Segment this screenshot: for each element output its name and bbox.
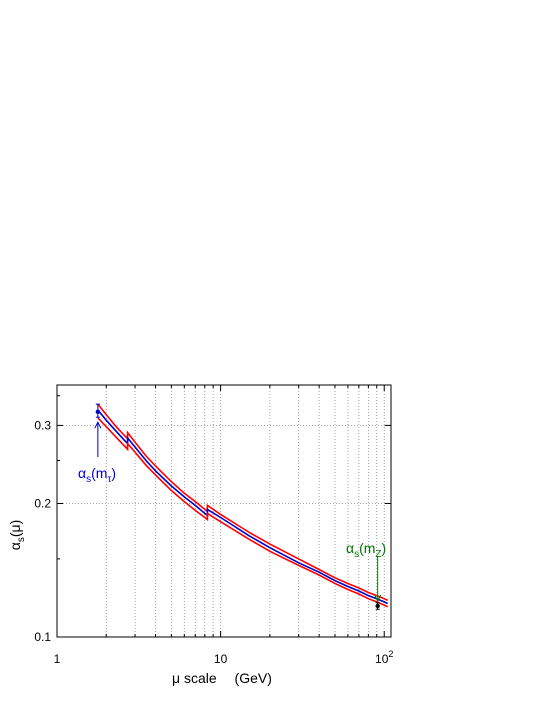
y-ticks: 0.1 0.2 0.3	[34, 395, 391, 644]
x-tick-label: 102	[375, 649, 393, 666]
y-tick-label: 0.3	[34, 418, 51, 432]
y-axis-alpha: α	[7, 542, 23, 550]
series-line-lower-band	[97, 417, 389, 608]
x-ticks: 1 10 102	[54, 385, 393, 666]
series-line-upper-band	[97, 403, 389, 602]
x-axis-label: μ scale	[172, 670, 217, 686]
y-axis-sub: s	[16, 537, 27, 542]
x-axis-title: μ scale (GeV)	[172, 670, 272, 686]
y-axis-rest: (μ)	[7, 520, 23, 537]
plot-frame	[56, 384, 392, 638]
annotations: αs(mτ) αs(mZ)	[78, 421, 386, 603]
annotation-mtau: αs(mτ)	[78, 465, 116, 485]
annotation-mz: αs(mZ)	[346, 540, 386, 560]
point-mz	[375, 603, 380, 609]
x-tick-label: 1	[54, 652, 61, 666]
x-tick-label: 10	[214, 652, 228, 666]
series-layer	[97, 403, 389, 608]
point-mtau	[95, 409, 101, 414]
y-tick-label: 0.1	[34, 630, 51, 644]
y-tick-label: 0.2	[34, 496, 51, 510]
x-axis-unit: (GeV)	[235, 670, 272, 686]
grid	[57, 385, 391, 637]
y-axis-title: αs(μ)	[7, 520, 27, 550]
annotation-arrowhead-mtau	[94, 421, 102, 429]
points-layer	[95, 403, 380, 610]
annotation-arrowhead-mz	[374, 594, 382, 603]
series-line-central-value	[97, 409, 389, 605]
